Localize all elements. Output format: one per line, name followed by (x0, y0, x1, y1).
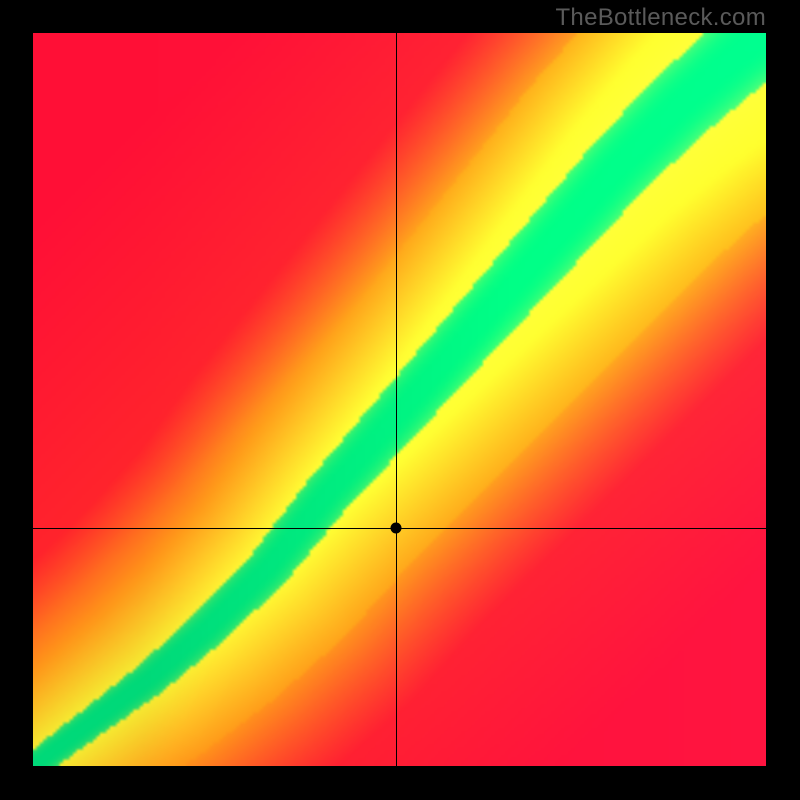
watermark-text: TheBottleneck.com (555, 4, 766, 32)
plot-area (33, 33, 766, 766)
crosshair-vertical (396, 33, 397, 766)
figure-root: TheBottleneck.com (0, 0, 800, 800)
heatmap-canvas (33, 33, 766, 766)
marker-dot (390, 522, 401, 533)
